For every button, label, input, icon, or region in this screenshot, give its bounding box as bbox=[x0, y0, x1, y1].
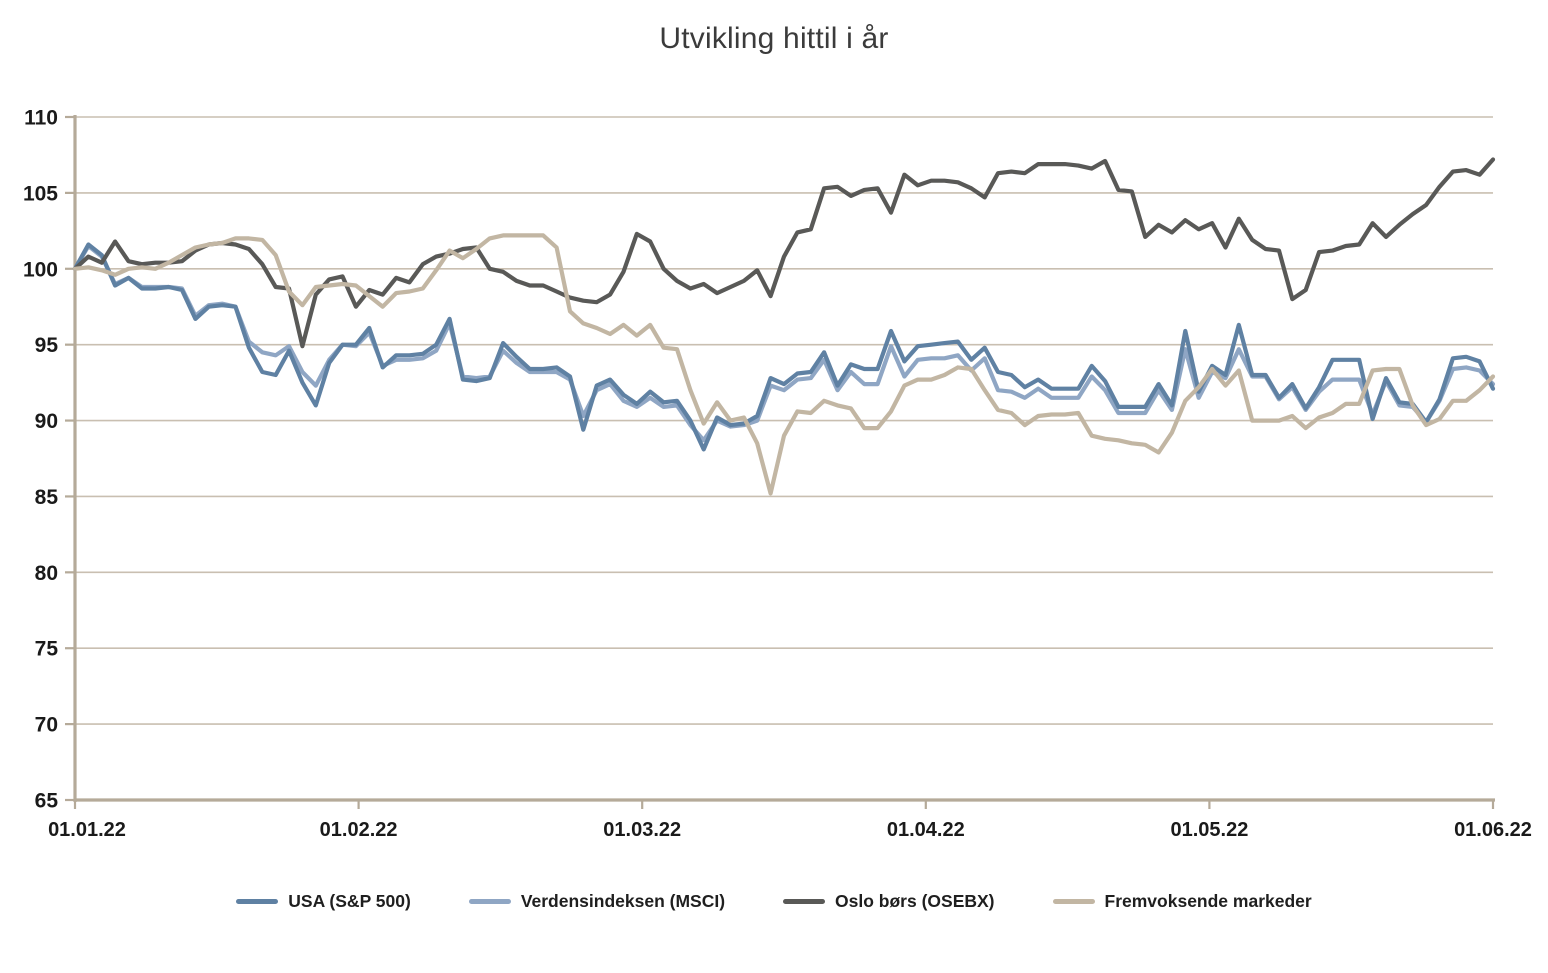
x-tick-label: 01.01.22 bbox=[48, 819, 126, 841]
y-tick-label: 105 bbox=[23, 182, 58, 205]
legend-swatch-3 bbox=[783, 899, 826, 904]
y-tick-label: 85 bbox=[35, 486, 59, 509]
y-tick-label: 100 bbox=[23, 258, 58, 281]
x-tick-label: 01.03.22 bbox=[603, 819, 681, 841]
legend-swatch-4 bbox=[1052, 899, 1095, 904]
legend: USA (S&P 500) Verdensindeksen (MSCI) Oslo … bbox=[0, 891, 1548, 912]
x-tick-label: 01.06.22 bbox=[1454, 819, 1532, 841]
y-tick-label: 90 bbox=[35, 410, 58, 433]
x-tick-label: 01.02.22 bbox=[320, 819, 398, 841]
legend-label-4: Fremvoksende markeder bbox=[1104, 891, 1312, 911]
y-tick-label: 95 bbox=[35, 334, 59, 357]
chart-title: Utvikling hittil i år bbox=[659, 22, 889, 55]
legend-label-1: USA (S&P 500) bbox=[288, 891, 411, 911]
legend-label-3: Oslo børs (OSEBX) bbox=[835, 891, 995, 911]
y-tick-label: 65 bbox=[35, 790, 59, 813]
series-line-3 bbox=[72, 157, 1496, 349]
y-tick-label: 75 bbox=[35, 638, 59, 661]
y-tick-label: 70 bbox=[35, 714, 58, 737]
legend-item-3: Oslo børs (OSEBX) bbox=[783, 891, 995, 912]
x-tick-label: 01.05.22 bbox=[1170, 819, 1248, 841]
legend-item-2: Verdensindeksen (MSCI) bbox=[468, 891, 726, 912]
x-tick-label: 01.04.22 bbox=[887, 819, 965, 841]
legend-label-2: Verdensindeksen (MSCI) bbox=[520, 891, 726, 911]
y-tick-label: 110 bbox=[24, 107, 58, 130]
series-line-4 bbox=[72, 233, 1496, 496]
legend-swatch-1 bbox=[236, 899, 279, 904]
series-line-2 bbox=[72, 243, 1496, 443]
series-line-1 bbox=[72, 242, 1496, 452]
legend-swatch-2 bbox=[468, 899, 511, 904]
legend-item-4: Fremvoksende markeder bbox=[1052, 891, 1312, 912]
y-tick-label: 80 bbox=[35, 562, 58, 585]
legend-item-1: USA (S&P 500) bbox=[236, 891, 411, 912]
